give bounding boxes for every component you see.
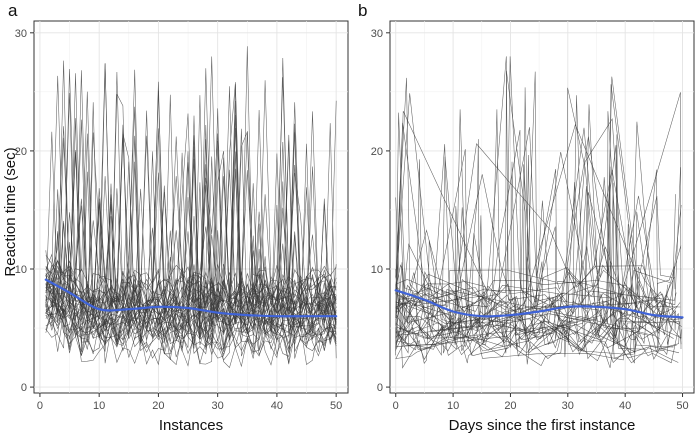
panel-a-smooth (44, 278, 338, 318)
participant-line (395, 92, 682, 350)
participant-line (45, 100, 337, 346)
participant-line (45, 115, 337, 352)
participant-line (395, 159, 678, 329)
participant-line (395, 261, 634, 356)
participant-line (395, 195, 681, 339)
participant-line (395, 145, 682, 321)
participant-line (395, 134, 681, 340)
panel-a-ticks: 0 10 20 30 40 50 0 10 20 30 (15, 28, 343, 412)
y-tick-label: 10 (371, 264, 383, 276)
participant-line (395, 182, 671, 356)
smooth-mean-line (394, 289, 684, 319)
participant-line (45, 109, 337, 332)
participant-line (395, 70, 676, 309)
y-tick-label: 10 (15, 264, 27, 276)
participant-line (395, 192, 680, 354)
participant-line (395, 152, 652, 358)
panel-b-series-lines (395, 56, 683, 369)
x-tick-label: 0 (393, 400, 399, 412)
participant-line (395, 136, 646, 352)
participant-line (395, 127, 673, 339)
participant-line (395, 314, 603, 354)
participant-line (395, 56, 673, 311)
participant-line (45, 95, 337, 357)
panel-b-x-axis-title: Days since the first instance (449, 417, 636, 434)
panel-a-series-lines (45, 46, 337, 369)
x-tick-label: 20 (152, 400, 164, 412)
participant-line (45, 131, 337, 340)
y-tick-label: 30 (371, 28, 383, 40)
panel-a: a 0 10 20 30 40 50 0 10 20 30 Instances (8, 1, 349, 434)
x-tick-label: 50 (676, 400, 688, 412)
y-axis-title: Reaction time (sec) (2, 147, 19, 276)
y-tick-label: 30 (15, 28, 27, 40)
participant-line (45, 188, 337, 341)
participant-line (395, 322, 674, 367)
participant-line (395, 312, 680, 360)
participant-line (395, 233, 682, 346)
y-tick-label: 20 (371, 146, 383, 158)
participant-line (45, 70, 337, 314)
y-tick-label: 0 (377, 382, 383, 394)
x-tick-label: 50 (330, 400, 342, 412)
x-tick-label: 40 (271, 400, 283, 412)
participant-line (45, 176, 337, 332)
y-tick-label: 20 (15, 146, 27, 158)
smooth-mean-line (44, 278, 338, 318)
x-tick-label: 40 (619, 400, 631, 412)
panel-b-smooth (394, 289, 684, 319)
y-tick-label: 0 (21, 382, 27, 394)
x-tick-label: 30 (212, 400, 224, 412)
participant-line (395, 129, 679, 364)
x-tick-label: 10 (93, 400, 105, 412)
panel-a-label: a (8, 1, 18, 20)
participant-line (395, 206, 674, 347)
participant-line (45, 140, 337, 368)
x-tick-label: 20 (504, 400, 516, 412)
panel-b-ticks: 0 10 20 30 40 50 0 10 20 30 (371, 28, 689, 412)
panel-b-label: b (358, 1, 367, 20)
x-tick-label: 10 (447, 400, 459, 412)
x-tick-label: 0 (37, 400, 43, 412)
x-tick-label: 30 (562, 400, 574, 412)
panel-a-x-axis-title: Instances (159, 417, 223, 434)
participant-line (45, 161, 337, 353)
participant-line (45, 57, 337, 326)
panel-b: b 0 10 20 30 40 50 0 10 20 30 Days since the firs… (358, 1, 695, 434)
participant-line (45, 69, 337, 318)
